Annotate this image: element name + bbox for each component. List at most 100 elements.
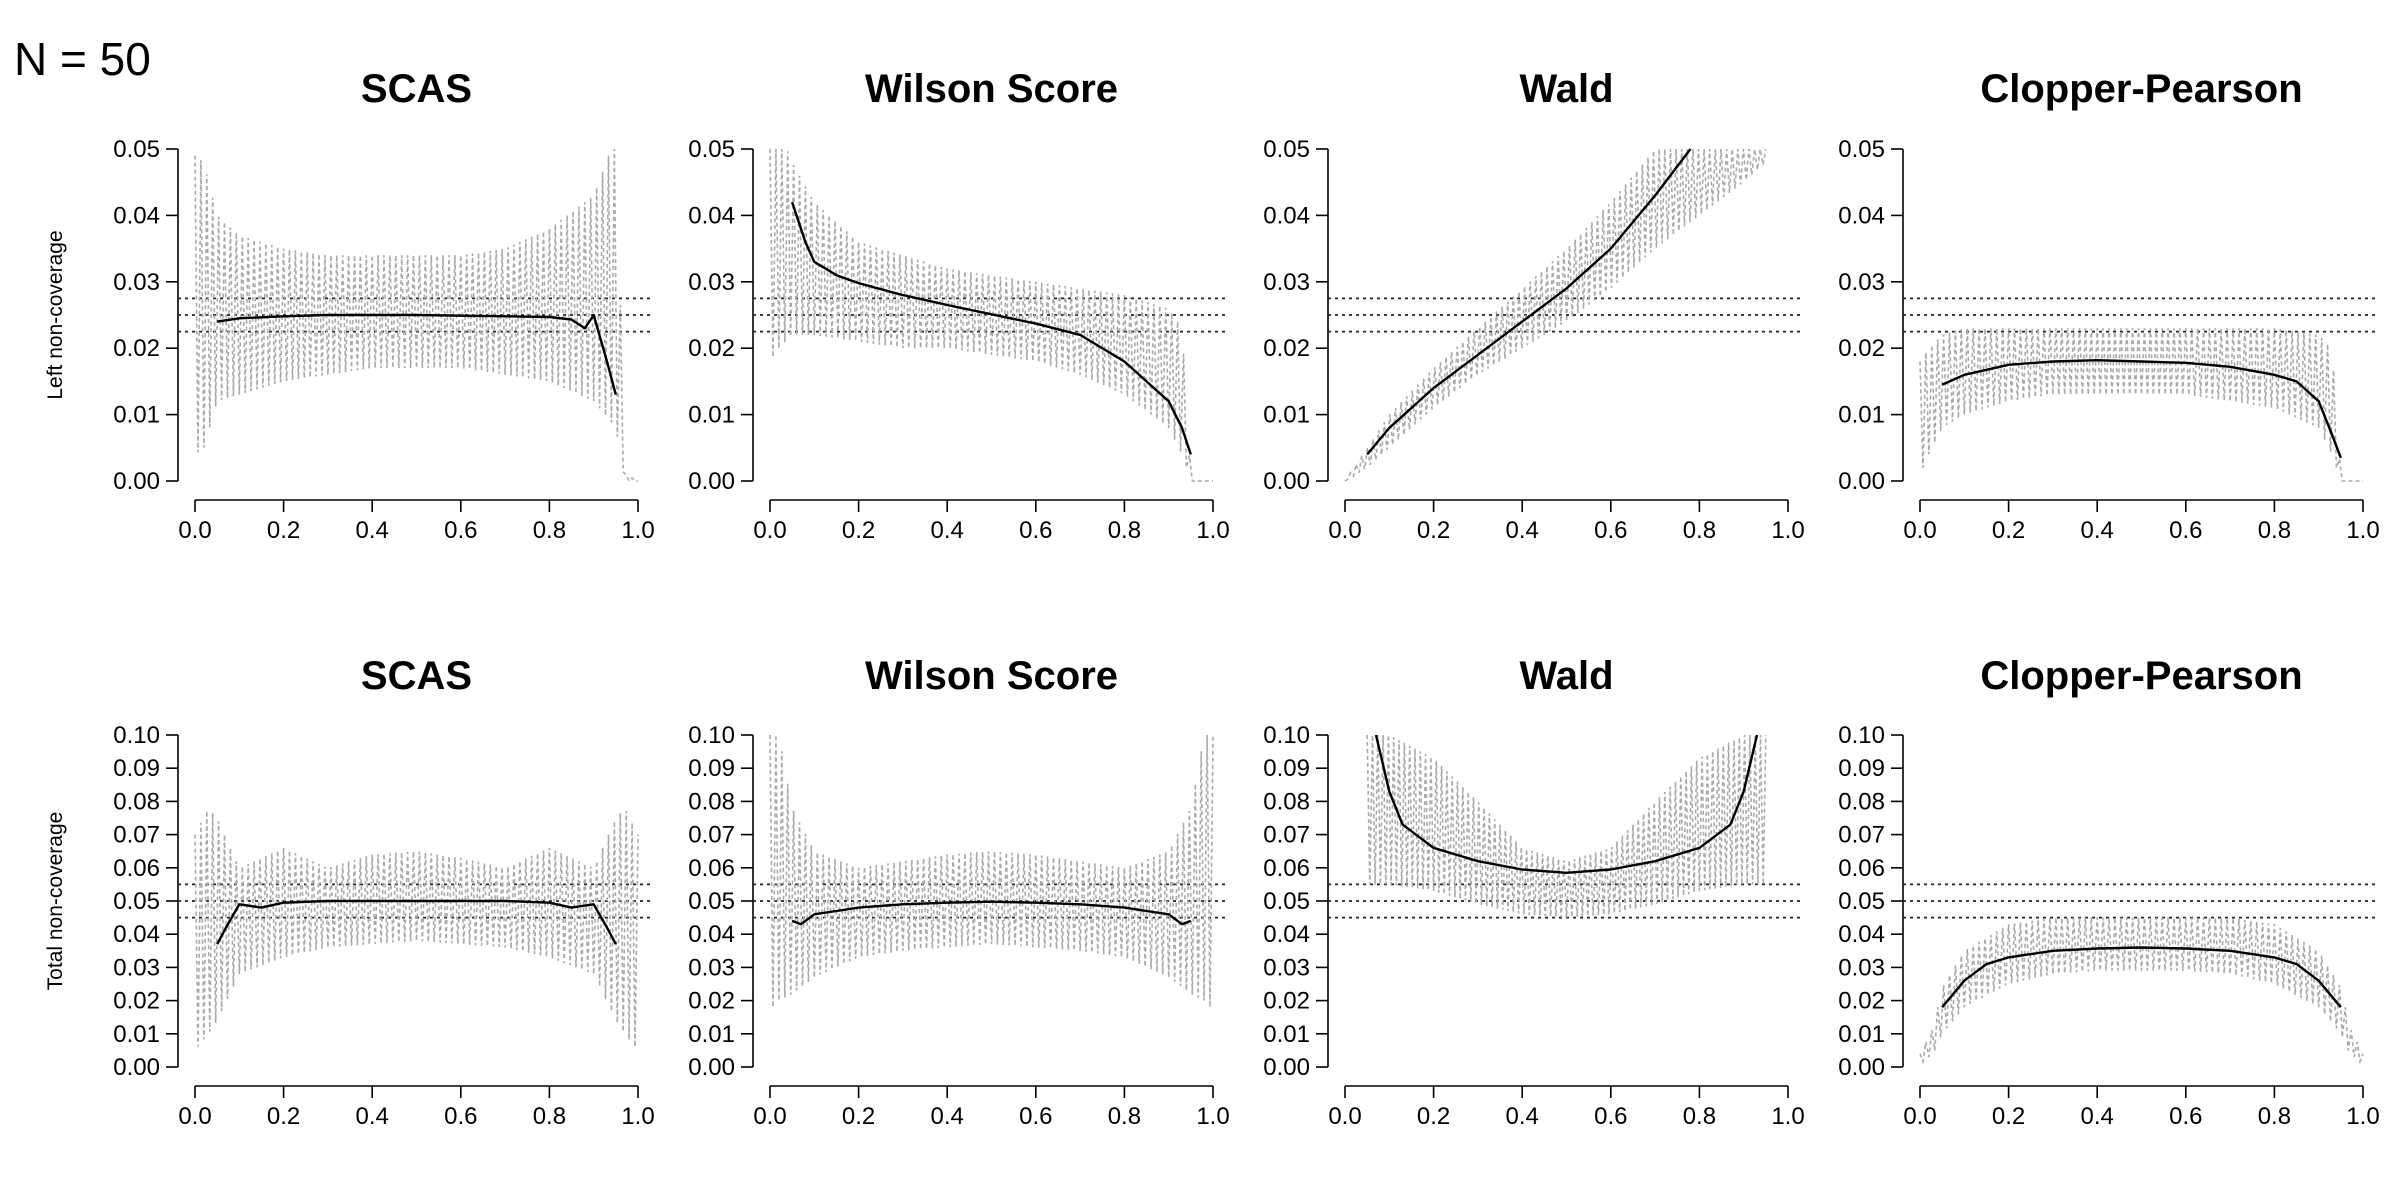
y-tick-label: 0.02 bbox=[1263, 335, 1310, 362]
x-tick-label: 0.8 bbox=[1108, 517, 1141, 544]
y-tick-label: 0.10 bbox=[113, 722, 160, 749]
x-tick-label: 0.0 bbox=[1903, 517, 1936, 544]
y-tick-label: 0.03 bbox=[1838, 954, 1885, 981]
coverage-band-dotted bbox=[1366, 734, 1767, 918]
x-tick-label: 1.0 bbox=[2346, 1103, 2379, 1130]
x-tick-label: 0.0 bbox=[1328, 517, 1361, 544]
x-tick-label: 0.6 bbox=[1594, 517, 1627, 544]
x-tick-label: 1.0 bbox=[621, 517, 654, 544]
x-tick-label: 0.4 bbox=[931, 1103, 964, 1130]
average-coverage-line bbox=[217, 313, 617, 396]
y-tick-label: 0.01 bbox=[113, 1021, 160, 1048]
x-tick-label: 0.4 bbox=[1506, 517, 1539, 544]
x-tick-label: 0.6 bbox=[444, 1103, 477, 1130]
y-tick-label: 0.05 bbox=[113, 136, 160, 163]
chart-title: Wald bbox=[1519, 654, 1613, 698]
y-tick-label: 0.04 bbox=[688, 202, 735, 229]
y-tick-label: 0.08 bbox=[1838, 788, 1885, 815]
x-tick-label: 0.4 bbox=[931, 517, 964, 544]
x-tick-label: 1.0 bbox=[1196, 1103, 1229, 1130]
chart-panel-8: Clopper-Pearson 0.00 0.01 0.02 0.03 0.04 0.05 0… bbox=[1838, 654, 2379, 1130]
y-tick-label: 0.05 bbox=[688, 136, 735, 163]
y-tick-label: 0.00 bbox=[1263, 1054, 1310, 1081]
x-tick-label: 0.2 bbox=[267, 1103, 300, 1130]
y-tick-label: 0.04 bbox=[1263, 202, 1310, 229]
y-tick-label: 0.01 bbox=[1838, 1021, 1885, 1048]
y-tick-label: 0.00 bbox=[1263, 468, 1310, 495]
y-tick-label: 0.01 bbox=[1263, 402, 1310, 429]
y-tick-label: 0.04 bbox=[1838, 202, 1885, 229]
x-tick-label: 0.8 bbox=[1683, 517, 1716, 544]
y-tick-label: 0.00 bbox=[113, 468, 160, 495]
chart-title: SCAS bbox=[361, 67, 472, 111]
x-tick-label: 0.4 bbox=[1506, 1103, 1539, 1130]
y-tick-label: 0.03 bbox=[1263, 954, 1310, 981]
y-tick-label: 0.01 bbox=[113, 402, 160, 429]
y-tick-label: 0.02 bbox=[688, 335, 735, 362]
y-tick-label: 0.03 bbox=[113, 954, 160, 981]
y-tick-label: 0.05 bbox=[1263, 136, 1310, 163]
coverage-band-dotted bbox=[194, 810, 639, 1047]
coverage-band-dotted bbox=[769, 734, 1214, 1008]
y-tick-label: 0.06 bbox=[113, 855, 160, 882]
x-tick-label: 1.0 bbox=[621, 1103, 654, 1130]
y-tick-label: 0.07 bbox=[113, 822, 160, 849]
y-tick-label: 0.04 bbox=[1263, 921, 1310, 948]
chart-panel-1: SCAS Left non-coverage 0.00 0.01 0.02 0.03 0.0… bbox=[44, 67, 655, 544]
x-tick-label: 0.6 bbox=[1019, 1103, 1052, 1130]
x-tick-label: 0.8 bbox=[2258, 517, 2291, 544]
y-tick-label: 0.02 bbox=[113, 988, 160, 1015]
y-tick-label: 0.08 bbox=[1263, 788, 1310, 815]
y-tick-label: 0.03 bbox=[688, 954, 735, 981]
y-tick-label: 0.04 bbox=[113, 921, 160, 948]
x-tick-label: 1.0 bbox=[1771, 1103, 1804, 1130]
x-tick-label: 0.4 bbox=[356, 517, 389, 544]
y-tick-label: 0.00 bbox=[1838, 1054, 1885, 1081]
x-tick-label: 0.0 bbox=[753, 1103, 786, 1130]
y-axis-label: Left non-coverage bbox=[44, 230, 67, 399]
x-tick-label: 0.2 bbox=[842, 1103, 875, 1130]
coverage-band-dotted bbox=[1919, 328, 2363, 482]
y-tick-label: 0.07 bbox=[1838, 822, 1885, 849]
y-tick-label: 0.06 bbox=[688, 855, 735, 882]
average-coverage-line bbox=[1374, 734, 1759, 874]
y-tick-label: 0.07 bbox=[1263, 822, 1310, 849]
y-tick-label: 0.04 bbox=[1838, 921, 1885, 948]
x-tick-label: 0.8 bbox=[533, 1103, 566, 1130]
chart-panel-6: Wilson Score 0.00 0.01 0.02 0.03 0.04 0.05 0.06… bbox=[688, 654, 1229, 1130]
y-tick-label: 0.03 bbox=[113, 269, 160, 296]
y-tick-label: 0.05 bbox=[1838, 136, 1885, 163]
y-tick-label: 0.03 bbox=[1838, 269, 1885, 296]
x-tick-label: 0.8 bbox=[1108, 1103, 1141, 1130]
x-tick-label: 0.0 bbox=[178, 1103, 211, 1130]
y-tick-label: 0.05 bbox=[1838, 888, 1885, 915]
y-tick-label: 0.09 bbox=[1263, 755, 1310, 782]
x-tick-label: 0.2 bbox=[1417, 517, 1450, 544]
y-tick-label: 0.05 bbox=[688, 888, 735, 915]
y-tick-label: 0.06 bbox=[1263, 855, 1310, 882]
chart-panel-5: SCAS Total non-coverage 0.00 0.01 0.02 0.03 0.… bbox=[44, 654, 655, 1130]
y-tick-label: 0.10 bbox=[688, 722, 735, 749]
y-tick-label: 0.01 bbox=[688, 1021, 735, 1048]
x-tick-label: 0.8 bbox=[1683, 1103, 1716, 1130]
x-tick-label: 0.4 bbox=[2081, 517, 2114, 544]
y-tick-label: 0.02 bbox=[1838, 335, 1885, 362]
x-tick-label: 0.2 bbox=[267, 517, 300, 544]
x-tick-label: 0.2 bbox=[1992, 1103, 2025, 1130]
average-coverage-line bbox=[1941, 946, 2342, 1008]
y-tick-label: 0.03 bbox=[688, 269, 735, 296]
chart-title: Wald bbox=[1519, 67, 1613, 111]
coverage-band-dotted bbox=[194, 148, 638, 483]
y-tick-label: 0.10 bbox=[1838, 722, 1885, 749]
average-coverage-line bbox=[790, 201, 1192, 455]
x-tick-label: 0.8 bbox=[533, 517, 566, 544]
chart-panel-7: Wald 0.00 0.01 0.02 0.03 0.04 0.05 0.06 0.07 0.08… bbox=[1263, 654, 1804, 1130]
x-tick-label: 0.0 bbox=[1328, 1103, 1361, 1130]
x-tick-label: 0.6 bbox=[1019, 517, 1052, 544]
y-tick-label: 0.03 bbox=[1263, 269, 1310, 296]
x-tick-label: 0.0 bbox=[753, 517, 786, 544]
y-tick-label: 0.05 bbox=[1263, 888, 1310, 915]
chart-title: Clopper-Pearson bbox=[1980, 654, 2302, 698]
y-tick-label: 0.02 bbox=[1838, 988, 1885, 1015]
chart-title: Wilson Score bbox=[865, 654, 1118, 698]
